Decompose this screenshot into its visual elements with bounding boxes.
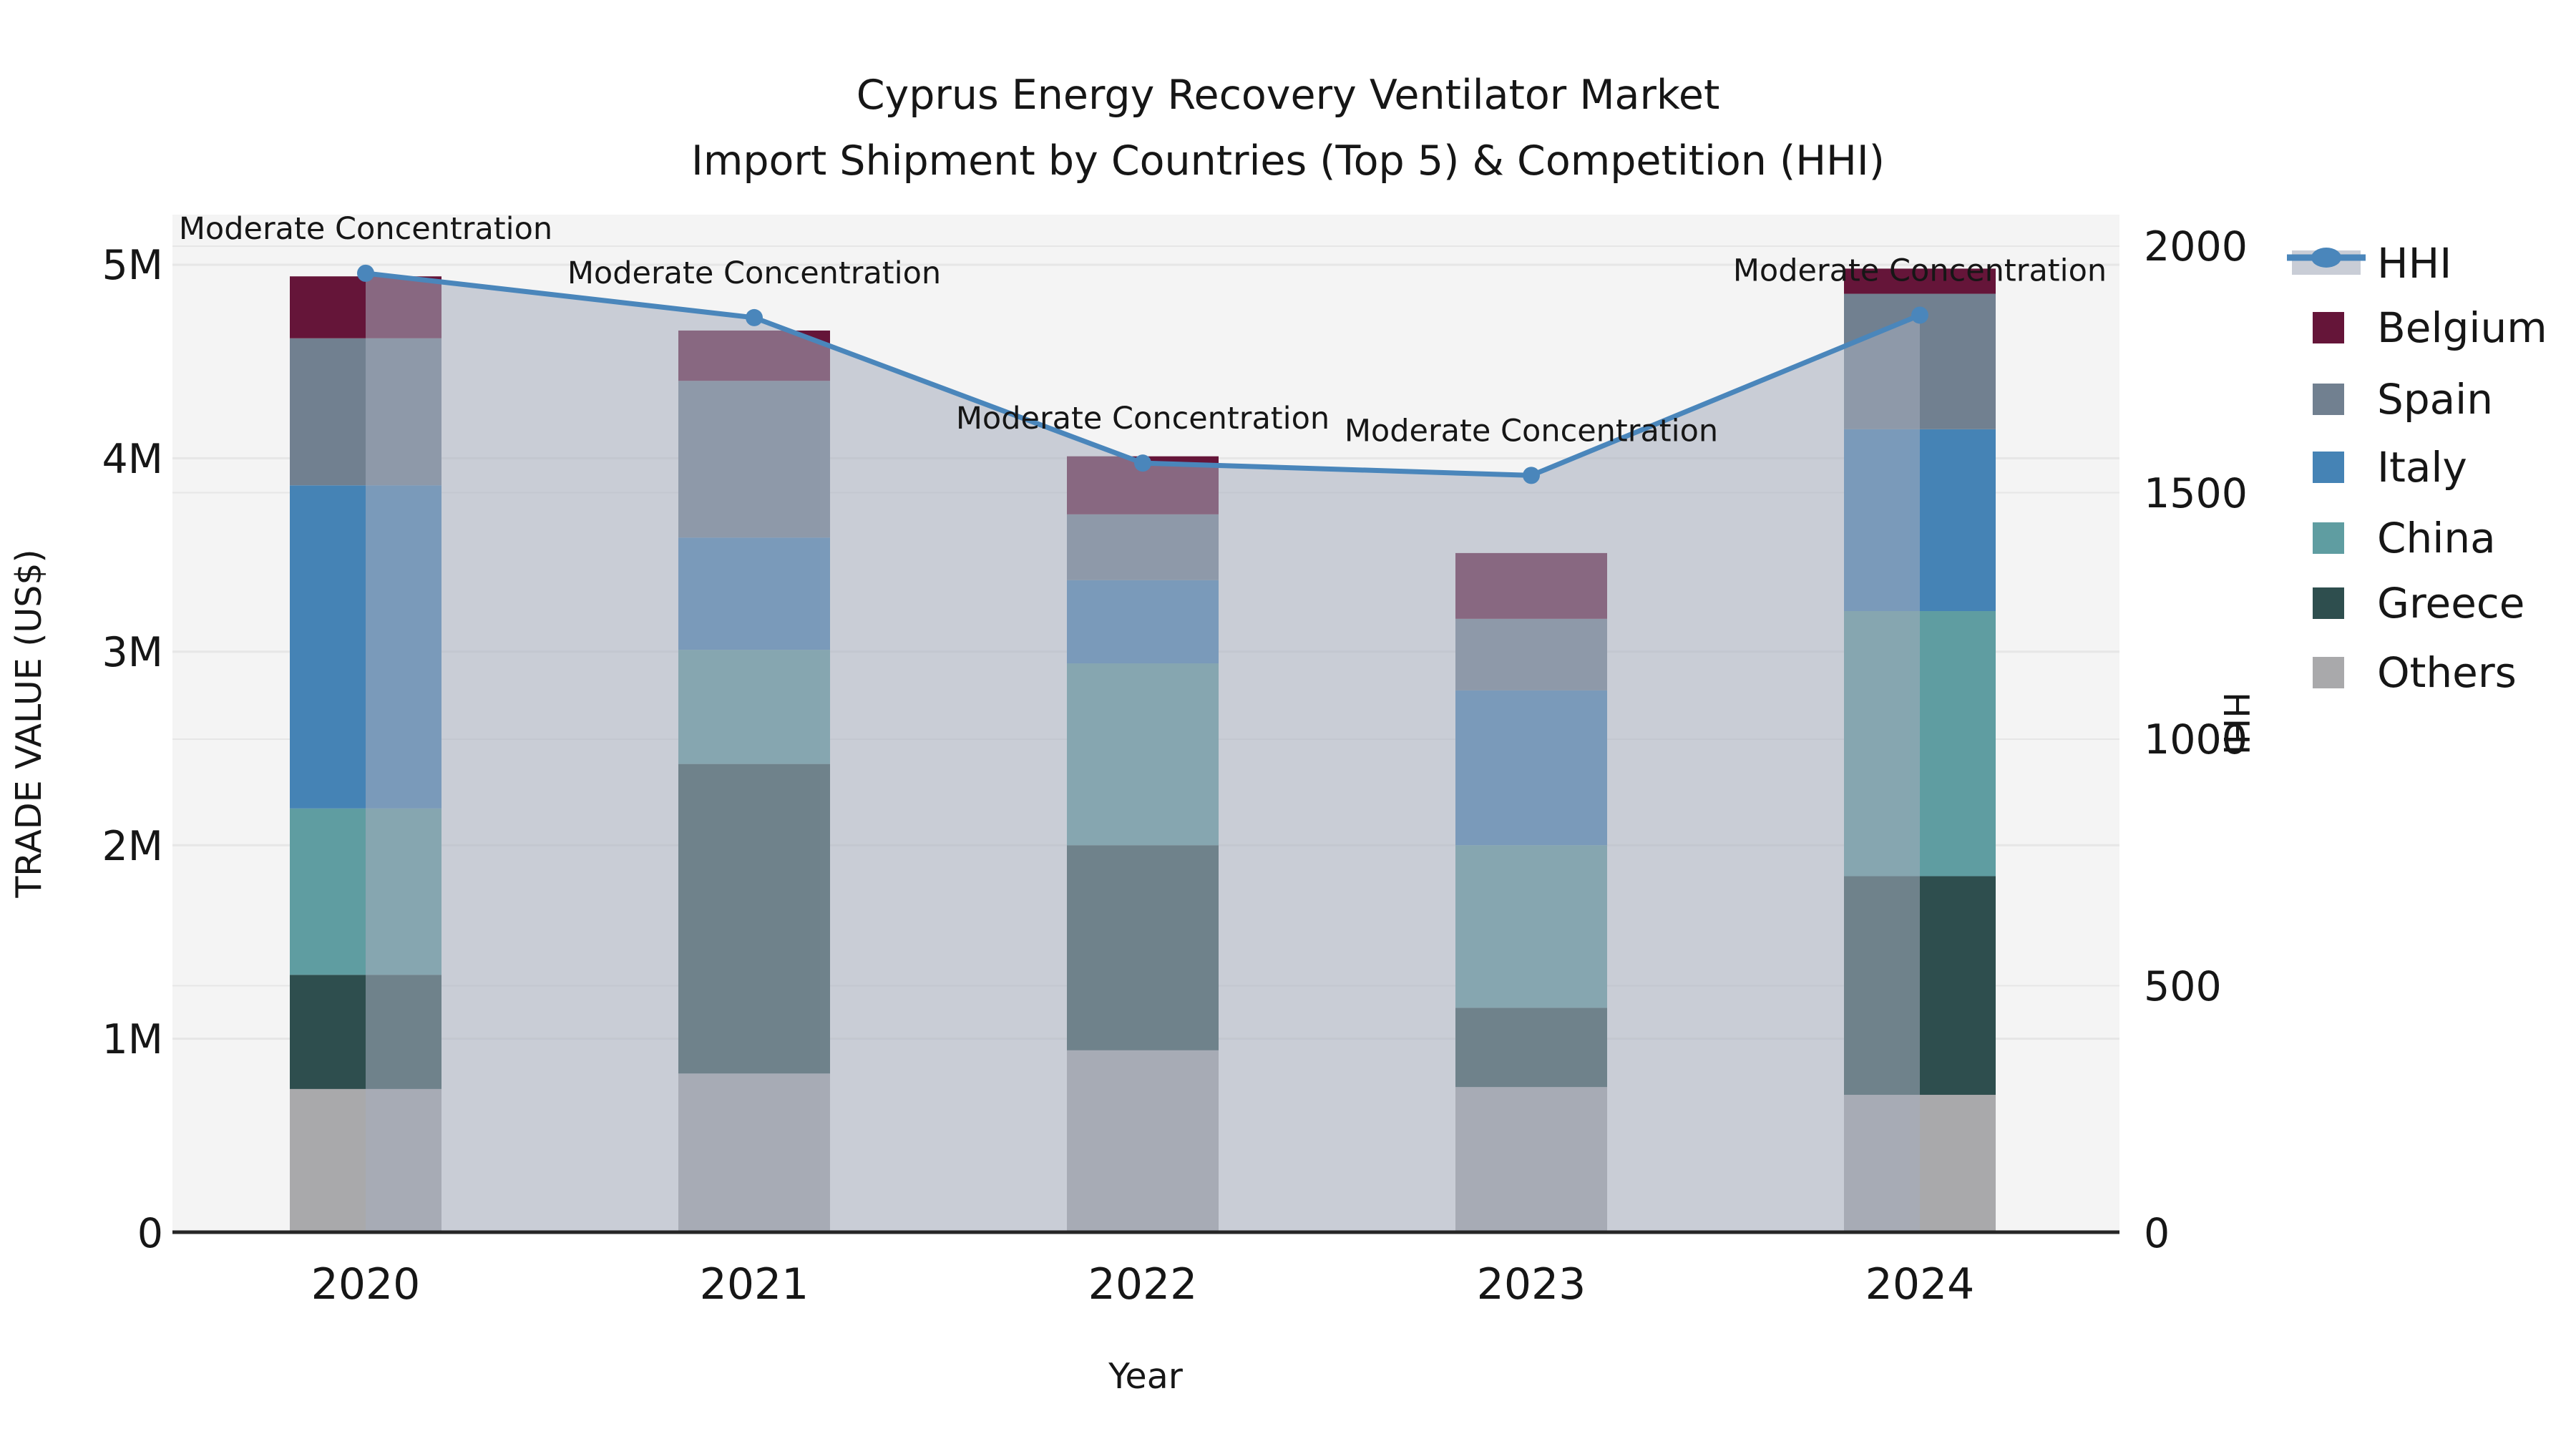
- legend-item-belgium: Belgium: [2313, 303, 2547, 352]
- y-axis-right-title: HHI: [2215, 692, 2256, 755]
- ytick-left-0: 0: [137, 1210, 163, 1257]
- ytick-right-1: 500: [2144, 963, 2222, 1010]
- x-axis-title: Year: [1108, 1356, 1184, 1397]
- legend-label-belgium: Belgium: [2377, 303, 2547, 352]
- legend: HHI Belgium Spain Italy China Greece Oth…: [2287, 239, 2547, 697]
- china-swatch: [2313, 522, 2344, 554]
- hhi-area: [366, 273, 1920, 1232]
- ytick-right-4: 2000: [2144, 223, 2248, 270]
- chart-title: Cyprus Energy Recovery Ventilator Market…: [691, 72, 1885, 185]
- ytick-right-3: 1500: [2144, 470, 2248, 517]
- ytick-left-3: 3M: [102, 629, 163, 676]
- annotation-2020: Moderate Concentration: [179, 211, 552, 247]
- ytick-left-5: 5M: [102, 242, 163, 289]
- hhi-marker-2020: [357, 264, 374, 282]
- hhi-marker-2021: [746, 308, 763, 326]
- hhi-marker-2024: [1911, 306, 1928, 324]
- legend-label-hhi: HHI: [2377, 239, 2451, 288]
- xtick-2023: 2023: [1477, 1259, 1586, 1309]
- xtick-2021: 2021: [700, 1259, 809, 1309]
- y-axis-left: 0 1M 2M 3M 4M 5M TRADE VALUE (US$): [9, 242, 163, 1257]
- title-line-2: Import Shipment by Countries (Top 5) & C…: [691, 137, 1885, 185]
- legend-item-greece: Greece: [2313, 579, 2524, 628]
- others-swatch: [2313, 657, 2344, 688]
- legend-item-hhi: HHI: [2287, 239, 2451, 288]
- xtick-2020: 2020: [311, 1259, 421, 1309]
- annotation-2021: Moderate Concentration: [567, 255, 941, 291]
- legend-label-others: Others: [2377, 648, 2517, 697]
- italy-swatch: [2313, 452, 2344, 483]
- legend-label-china: China: [2377, 514, 2496, 562]
- ytick-left-2: 2M: [102, 823, 163, 870]
- hhi-marker-2022: [1134, 454, 1151, 472]
- xtick-2022: 2022: [1088, 1259, 1198, 1309]
- greece-swatch: [2313, 587, 2344, 619]
- legend-item-others: Others: [2313, 648, 2517, 697]
- annotation-2022: Moderate Concentration: [956, 401, 1330, 436]
- belgium-swatch: [2313, 312, 2344, 343]
- bar-segment-belgium-2024: [1844, 268, 1996, 294]
- legend-item-spain: Spain: [2313, 375, 2493, 424]
- annotation-2023: Moderate Concentration: [1345, 413, 1718, 449]
- annotation-2024: Moderate Concentration: [1733, 253, 2107, 288]
- y-axis-left-title: TRADE VALUE (US$): [9, 549, 49, 898]
- x-axis: 2020 2021 2022 2023 2024 Year: [311, 1259, 1975, 1397]
- legend-label-spain: Spain: [2377, 375, 2493, 424]
- hhi-marker-swatch: [2311, 248, 2341, 268]
- ytick-left-4: 4M: [102, 436, 163, 483]
- legend-label-greece: Greece: [2377, 579, 2524, 628]
- hhi-marker-2023: [1523, 467, 1540, 484]
- ytick-right-0: 0: [2144, 1210, 2170, 1257]
- spain-swatch: [2313, 384, 2344, 415]
- legend-label-italy: Italy: [2377, 443, 2467, 492]
- ytick-right-2: 1000: [2144, 716, 2248, 763]
- xtick-2024: 2024: [1865, 1259, 1975, 1309]
- y-axis-right: 0 500 1000 1500 2000 HHI: [2144, 223, 2256, 1257]
- title-line-1: Cyprus Energy Recovery Ventilator Market: [857, 72, 1720, 119]
- ytick-left-1: 1M: [102, 1016, 163, 1063]
- legend-item-china: China: [2313, 514, 2496, 562]
- legend-item-italy: Italy: [2313, 443, 2467, 492]
